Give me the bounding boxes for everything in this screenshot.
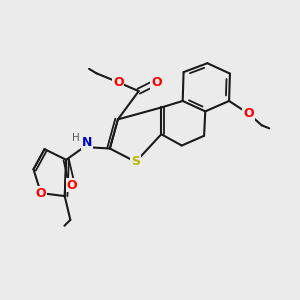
Text: O: O: [67, 178, 77, 192]
Text: N: N: [82, 136, 92, 149]
Text: O: O: [243, 107, 254, 120]
Text: H: H: [72, 133, 80, 143]
Text: O: O: [113, 76, 124, 89]
Text: O: O: [151, 76, 162, 89]
Text: S: S: [131, 155, 140, 168]
Text: O: O: [36, 187, 46, 200]
